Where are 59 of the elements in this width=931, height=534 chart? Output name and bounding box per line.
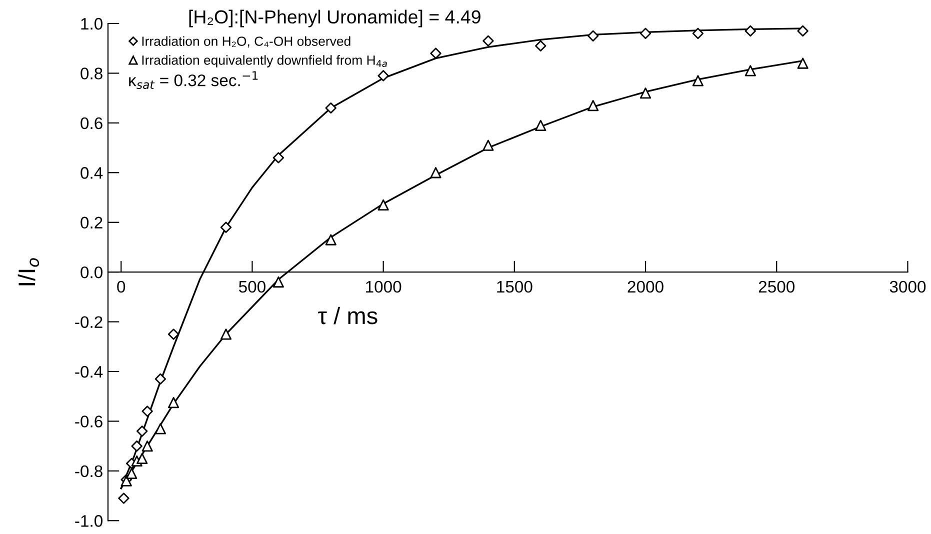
point: [692, 75, 704, 86]
point: [126, 468, 138, 479]
y-tick-label: 0.8: [80, 68, 102, 80]
y-tick-label: -1.0: [75, 515, 102, 527]
point: [118, 492, 130, 504]
y-tick-label: -0.8: [75, 465, 102, 478]
y-tick-label: 0.4: [80, 167, 103, 179]
y-tick-label: -0.2: [75, 316, 102, 328]
point: [482, 35, 494, 46]
chart-title: [H₂O]:[N-Phenyl Uronamide] = 4.49: [189, 10, 480, 28]
point: [131, 440, 142, 452]
point: [378, 199, 389, 211]
point: [587, 30, 599, 42]
point: [325, 102, 336, 114]
point: [692, 28, 704, 40]
point: [142, 406, 153, 417]
point: [168, 397, 180, 408]
y-tick-label: -0.6: [75, 416, 102, 428]
point: [640, 88, 652, 99]
point: [797, 58, 808, 69]
y-tick-label: 0.2: [80, 216, 102, 229]
point: [154, 373, 166, 385]
x-tick-label: 2500: [758, 280, 795, 293]
annotation: κ$_{sat}$ = 0.32 sec.$^{−1}$: [129, 71, 258, 89]
point: [136, 426, 148, 437]
point: [640, 28, 652, 40]
point: [744, 25, 756, 37]
point: [272, 276, 284, 288]
point: [744, 65, 756, 76]
legend-label: Irradiation equivalently downfield from H$_{4a}$: [142, 55, 387, 68]
x-tick-label: 500: [238, 280, 266, 293]
y-tick-label: 0.6: [80, 117, 102, 130]
point: [142, 440, 153, 452]
y-tick-label: -0.4: [75, 366, 103, 378]
legend-label: Irradiation on H₂O, C₄-OH observed: [142, 36, 350, 48]
point: [168, 328, 180, 340]
point: [378, 70, 389, 82]
point: [136, 452, 148, 464]
y-tick-label: 1.0: [81, 18, 102, 30]
point: [535, 120, 546, 131]
x-tick-label: 3000: [890, 280, 926, 293]
point: [325, 234, 336, 246]
point: [430, 48, 442, 59]
point: [430, 167, 442, 178]
y-tick-label: 0.0: [80, 266, 102, 278]
x-tick-label: 1500: [497, 280, 532, 293]
point: [535, 40, 546, 52]
point: [220, 222, 232, 233]
x-tick-label: 1000: [366, 280, 402, 293]
point: [154, 423, 166, 434]
x-tick-label: 0: [117, 280, 126, 293]
x-tick-label: 2000: [628, 280, 664, 293]
point: [220, 328, 232, 340]
y-axis-title: I/I$_{o}$: [18, 258, 40, 286]
point: [482, 140, 494, 151]
point: [588, 100, 599, 112]
x-axis-title: τ / ms: [318, 306, 378, 324]
point: [272, 152, 284, 164]
point: [797, 25, 808, 37]
